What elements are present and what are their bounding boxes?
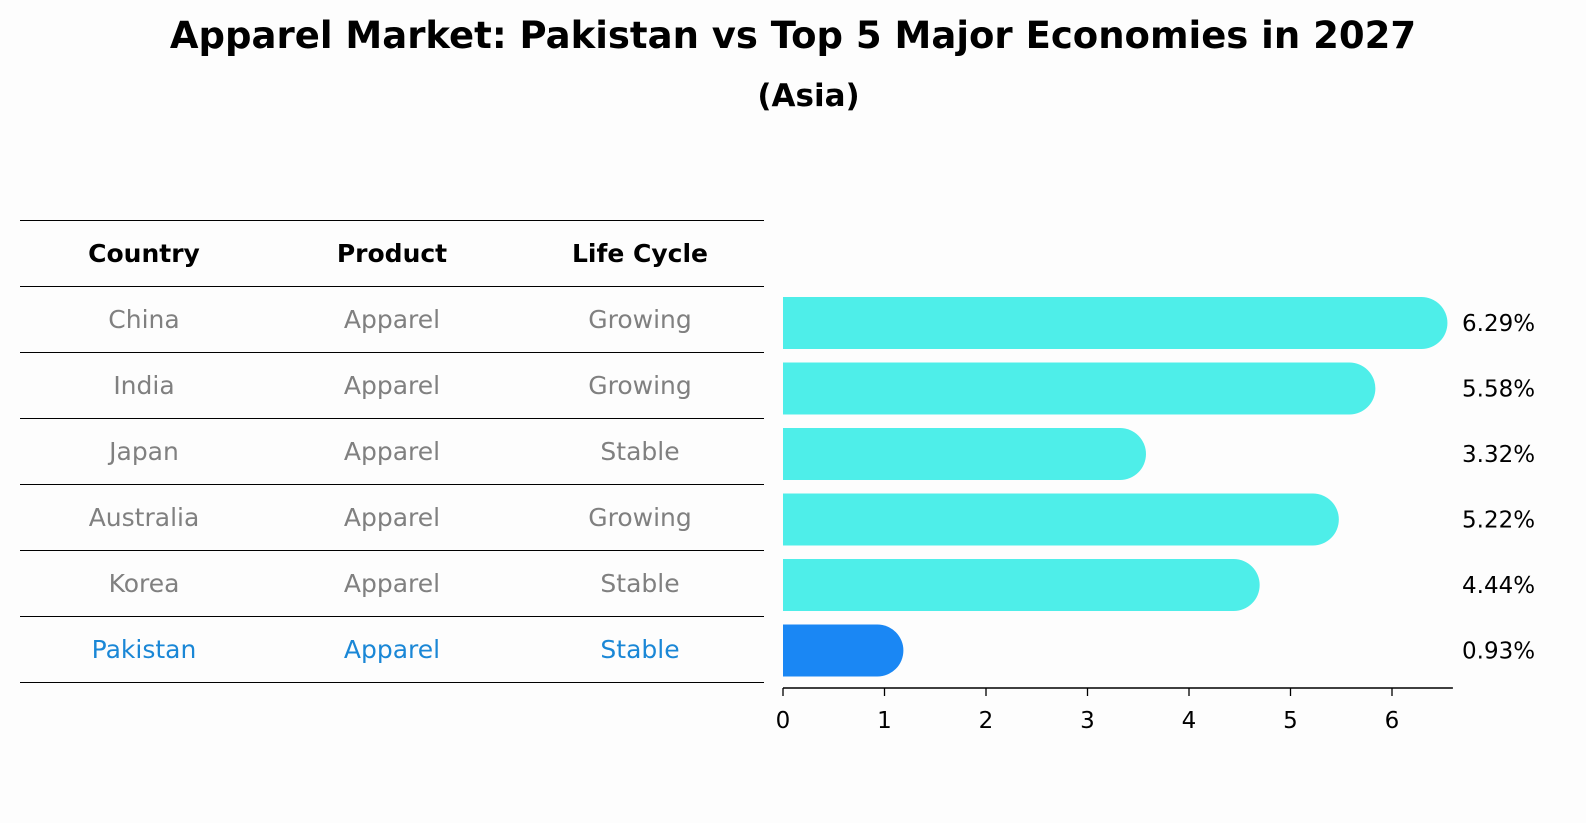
x-tick-label: 5	[1283, 708, 1298, 734]
cell-life-cycle: Stable	[600, 437, 680, 466]
bar-japan	[783, 428, 1146, 480]
cell-product: Apparel	[343, 503, 441, 532]
cell-product: Apparel	[343, 635, 441, 664]
cell-product: Apparel	[343, 305, 441, 334]
bar-china	[783, 297, 1448, 349]
cell-country: Japan	[109, 437, 179, 466]
bar-korea	[783, 559, 1260, 611]
cell-country: Australia	[88, 503, 200, 532]
value-label: 5.22%	[1462, 508, 1535, 534]
bar-australia	[783, 493, 1339, 546]
bar-pakistan	[783, 624, 904, 677]
x-tick-label: 1	[877, 708, 892, 734]
x-tick-label: 3	[1080, 708, 1095, 734]
x-ticks-group: 0 1 2 3 4 5 6	[776, 688, 1400, 734]
table-header-row: Country Product Life Cycle	[20, 220, 764, 286]
bar-india	[783, 362, 1376, 415]
cell-country: India	[113, 371, 175, 400]
cell-life-cycle: Stable	[600, 569, 680, 598]
value-label: 5.58%	[1462, 377, 1535, 403]
x-tick-label: 4	[1182, 708, 1197, 734]
chart-subtitle: (Asia)	[757, 78, 860, 114]
cell-country: Pakistan	[91, 635, 197, 664]
cell-life-cycle: Growing	[588, 503, 692, 532]
value-label: 3.32%	[1462, 442, 1535, 468]
cell-product: Apparel	[343, 569, 441, 598]
x-tick-label: 2	[979, 708, 994, 734]
bars-group	[783, 297, 1448, 677]
value-label: 0.93%	[1462, 639, 1535, 665]
table-row-highlight: Pakistan Apparel Stable	[20, 616, 764, 683]
table-row: China Apparel Growing	[20, 286, 764, 352]
header-life-cycle: Life Cycle	[571, 239, 709, 268]
table-row: Japan Apparel Stable	[20, 418, 764, 484]
chart-title: Apparel Market: Pakistan vs Top 5 Major …	[169, 14, 1417, 57]
x-tick-label: 0	[776, 708, 791, 734]
table-row: Korea Apparel Stable	[20, 550, 764, 616]
cell-country: China	[108, 305, 180, 334]
table-row: India Apparel Growing	[20, 352, 764, 418]
value-labels-group: 6.29% 5.58% 3.32% 5.22% 4.44% 0.93%	[1462, 311, 1535, 665]
table-row: Australia Apparel Growing	[20, 484, 764, 550]
value-label: 6.29%	[1462, 311, 1535, 337]
data-table: Country Product Life Cycle China Apparel…	[20, 220, 764, 683]
header-product: Product	[336, 239, 448, 268]
cell-country: Korea	[108, 569, 180, 598]
x-tick-label: 6	[1385, 708, 1400, 734]
cell-life-cycle: Stable	[600, 635, 680, 664]
cell-life-cycle: Growing	[588, 305, 692, 334]
cell-product: Apparel	[343, 371, 441, 400]
cell-product: Apparel	[343, 437, 441, 466]
header-country: Country	[88, 239, 200, 268]
cell-life-cycle: Growing	[588, 371, 692, 400]
value-label: 4.44%	[1462, 573, 1535, 599]
